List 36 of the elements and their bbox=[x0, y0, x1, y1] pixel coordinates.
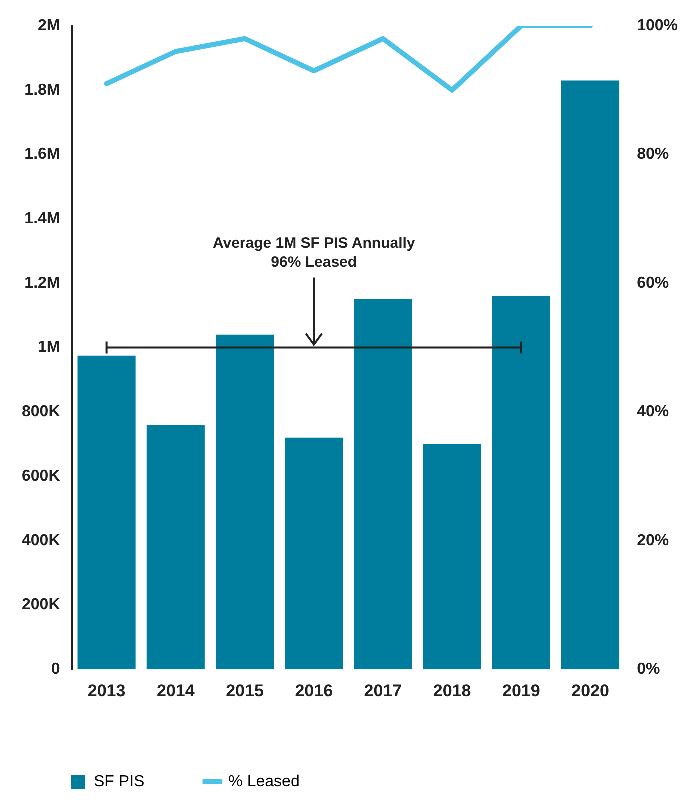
bar bbox=[354, 300, 412, 670]
y-tick-label: 600K bbox=[22, 468, 61, 485]
bar bbox=[423, 444, 482, 670]
bar bbox=[562, 80, 620, 670]
y-tick-label: 400K bbox=[22, 532, 61, 550]
y-tick-label: 0 bbox=[51, 661, 60, 678]
annotation: Average 1M SF PIS Annually 96% Leased bbox=[212, 234, 416, 271]
legend-label: % Leased bbox=[228, 773, 300, 790]
y2-tick-label: 20% bbox=[637, 532, 670, 550]
x-tick-label: 2019 bbox=[502, 681, 540, 700]
x-tick-label: 2020 bbox=[572, 681, 610, 700]
x-tick-label: 2018 bbox=[433, 681, 472, 700]
x-tick-label: 2013 bbox=[88, 681, 126, 700]
bar bbox=[78, 356, 136, 670]
y2-tick-label: 80% bbox=[637, 146, 670, 164]
y2-tick-label: 60% bbox=[637, 274, 670, 292]
x-tick-label: 2014 bbox=[156, 681, 196, 700]
y-tick-label: 1M bbox=[38, 339, 60, 356]
x-tick-label: 2015 bbox=[226, 681, 264, 700]
bar bbox=[492, 296, 550, 670]
y2-tick-label: 100% bbox=[637, 17, 678, 34]
legend-label: SF PIS bbox=[94, 773, 145, 790]
bar bbox=[146, 425, 205, 670]
y-tick-label: 1.4M bbox=[24, 210, 60, 228]
x-tick-label: 2016 bbox=[295, 681, 334, 700]
x-tick-label: 2017 bbox=[364, 681, 402, 700]
y-tick-label: 1.6M bbox=[24, 146, 60, 164]
y-tick-label: 1.8M bbox=[24, 82, 60, 99]
y2-tick-label: 0% bbox=[637, 661, 660, 678]
bar bbox=[285, 438, 344, 670]
y-tick-label: 2M bbox=[38, 17, 60, 34]
y2-tick-label: 40% bbox=[637, 404, 670, 421]
y-tick-label: 800K bbox=[22, 404, 61, 421]
bar bbox=[216, 334, 274, 670]
y-tick-label: 1.2M bbox=[24, 274, 60, 292]
y-tick-label: 200K bbox=[22, 596, 61, 614]
